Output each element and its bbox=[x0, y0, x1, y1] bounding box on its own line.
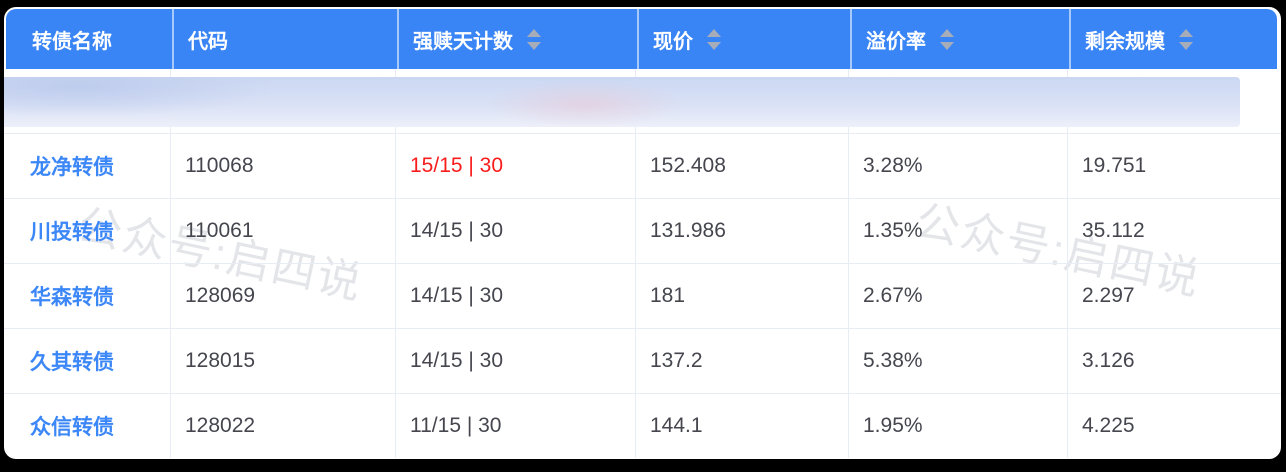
price-cell: 137.2 bbox=[635, 329, 848, 393]
redemption-days-cell: 14/15 | 30 bbox=[395, 264, 635, 328]
column-header-remaining-size[interactable]: 剩余规模 bbox=[1069, 9, 1277, 69]
redemption-days-cell: 15/15 | 30 bbox=[395, 134, 635, 198]
price-cell: 131.986 bbox=[635, 199, 848, 263]
column-header-label: 强赎天计数 bbox=[413, 30, 513, 53]
premium-rate-cell: 2.67% bbox=[848, 264, 1067, 328]
price-cell: 144.1 bbox=[635, 394, 848, 458]
column-header-label: 剩余规模 bbox=[1085, 30, 1165, 53]
remaining-size-cell: 3.126 bbox=[1067, 329, 1281, 393]
code-cell: 110068 bbox=[170, 134, 395, 198]
table-header: 转债名称 代码 强赎天计数 现价 溢价率 剩余规模 bbox=[6, 9, 1277, 69]
column-header-redemption-days[interactable]: 强赎天计数 bbox=[397, 9, 637, 69]
column-header-label: 现价 bbox=[653, 30, 693, 53]
bond-name-cell[interactable]: 川投转债 bbox=[30, 221, 114, 244]
table-row: 龙净转债 110068 15/15 | 30 152.408 3.28% 19.… bbox=[4, 133, 1281, 198]
column-header-code: 代码 bbox=[172, 9, 397, 69]
code-cell: 110061 bbox=[170, 199, 395, 263]
bond-name-cell[interactable]: 华森转债 bbox=[30, 286, 114, 309]
code-cell: 128069 bbox=[170, 264, 395, 328]
code-cell: 128022 bbox=[170, 394, 395, 458]
bond-name-cell[interactable]: 久其转债 bbox=[30, 351, 114, 374]
redemption-days-cell: 11/15 | 30 bbox=[395, 394, 635, 458]
column-header-label: 转债名称 bbox=[32, 30, 112, 53]
premium-rate-cell: 3.28% bbox=[848, 134, 1067, 198]
remaining-size-cell: 35.112 bbox=[1067, 199, 1281, 263]
sort-icon[interactable] bbox=[707, 28, 721, 50]
table-row: 众信转债 128022 11/15 | 30 144.1 1.95% 4.225 bbox=[4, 393, 1281, 458]
column-header-label: 代码 bbox=[188, 30, 228, 53]
redemption-days-cell: 14/15 | 30 bbox=[395, 329, 635, 393]
column-header-premium-rate[interactable]: 溢价率 bbox=[850, 9, 1069, 69]
column-header-bond-name: 转债名称 bbox=[6, 9, 172, 69]
sort-icon[interactable] bbox=[527, 28, 541, 50]
remaining-size-cell: 2.297 bbox=[1067, 264, 1281, 328]
bond-table-card: 公众号:启四说 公众号:启四说 转债名称 代码 强赎天计数 现价 溢价率 bbox=[4, 7, 1281, 459]
table-row: 川投转债 110061 14/15 | 30 131.986 1.35% 35.… bbox=[4, 198, 1281, 263]
code-cell: 128015 bbox=[170, 329, 395, 393]
premium-rate-cell: 1.35% bbox=[848, 199, 1067, 263]
redemption-days-cell: 14/15 | 30 bbox=[395, 199, 635, 263]
sort-icon[interactable] bbox=[940, 28, 954, 50]
price-cell: 181 bbox=[635, 264, 848, 328]
blurred-row-overlay bbox=[4, 77, 1240, 127]
table-row: 华森转债 128069 14/15 | 30 181 2.67% 2.297 bbox=[4, 263, 1281, 328]
remaining-size-cell: 4.225 bbox=[1067, 394, 1281, 458]
premium-rate-cell: 1.95% bbox=[848, 394, 1067, 458]
column-header-label: 溢价率 bbox=[866, 30, 926, 53]
bond-name-cell[interactable]: 众信转债 bbox=[30, 416, 114, 439]
sort-icon[interactable] bbox=[1179, 28, 1193, 50]
remaining-size-cell: 19.751 bbox=[1067, 134, 1281, 198]
price-cell: 152.408 bbox=[635, 134, 848, 198]
column-header-price[interactable]: 现价 bbox=[637, 9, 850, 69]
bond-name-cell[interactable]: 龙净转债 bbox=[30, 156, 114, 179]
premium-rate-cell: 5.38% bbox=[848, 329, 1067, 393]
table-row: 久其转债 128015 14/15 | 30 137.2 5.38% 3.126 bbox=[4, 328, 1281, 393]
